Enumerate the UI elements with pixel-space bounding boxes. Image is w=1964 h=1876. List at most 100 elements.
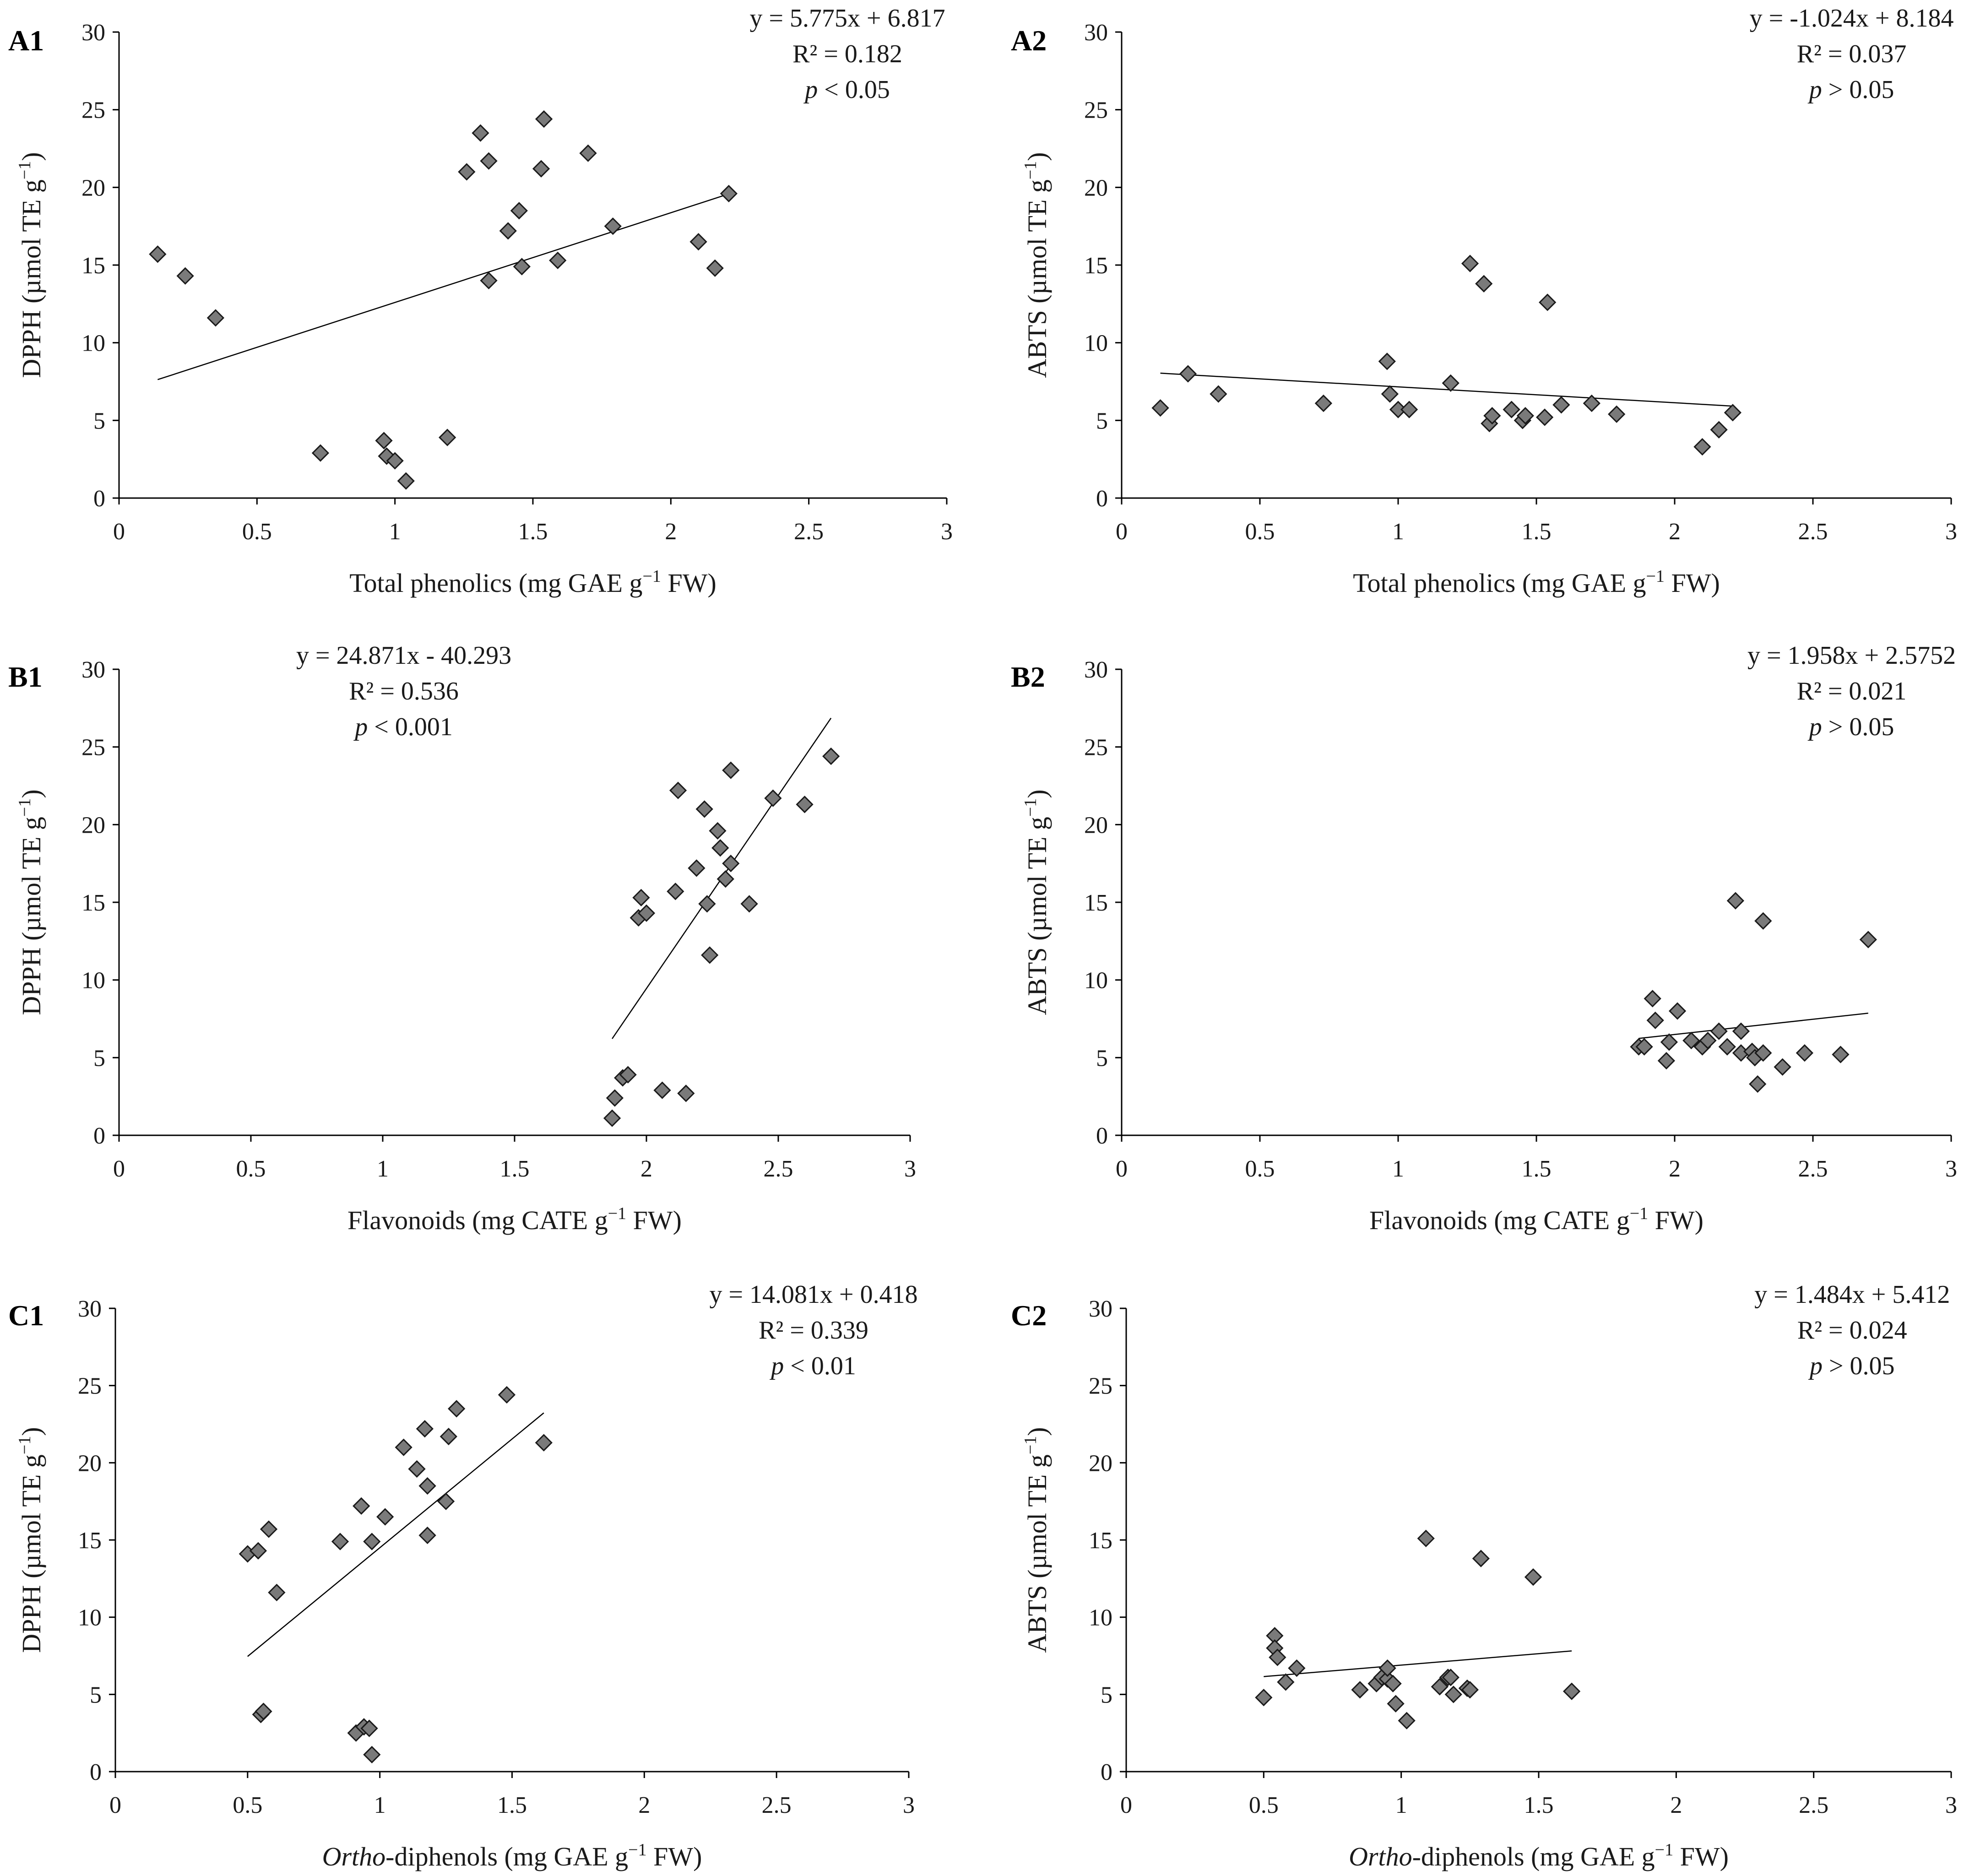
y-tick-label: 25 — [81, 735, 105, 761]
trendline — [1264, 1650, 1572, 1677]
y-tick-label: 10 — [1084, 331, 1108, 357]
x-tick-label: 1.5 — [1522, 1156, 1552, 1182]
y-tick-label: 15 — [81, 890, 105, 916]
data-point — [1444, 1686, 1462, 1703]
y-tick-label: 10 — [1084, 968, 1108, 994]
y-tick-label: 20 — [1084, 812, 1108, 838]
data-point — [206, 309, 225, 327]
data-point — [1774, 1058, 1791, 1076]
y-axis-title: DPPH (µmol TE g−1) — [15, 789, 46, 1015]
data-point — [1398, 1712, 1416, 1730]
y-tick-label: 30 — [1089, 1296, 1112, 1322]
y-tick-label: 20 — [81, 175, 105, 201]
x-tick-label: 1.5 — [497, 1792, 527, 1818]
y-axis-title: ABTS (µmol TE g−1) — [1021, 1427, 1052, 1653]
data-point — [1644, 990, 1661, 1008]
data-point — [255, 1702, 272, 1720]
data-point — [1378, 1659, 1396, 1677]
data-point — [363, 1533, 381, 1551]
p-value-label: p < 0.01 — [769, 1352, 856, 1380]
r-squared-label: R² = 0.536 — [349, 677, 459, 705]
data-point — [619, 1066, 637, 1084]
x-tick-label: 1 — [377, 1156, 389, 1182]
y-tick-label: 0 — [93, 1123, 105, 1149]
data-point — [1461, 1681, 1479, 1699]
data-point — [1693, 438, 1711, 456]
regression-equation: y = -1.024x + 8.184 — [1750, 4, 1954, 33]
data-point — [1269, 1648, 1286, 1666]
data-point — [711, 839, 729, 857]
panel-label: C1 — [8, 1299, 44, 1332]
data-point — [376, 1508, 394, 1526]
data-point — [375, 432, 393, 450]
data-point — [1483, 407, 1501, 425]
x-tick-label: 1.5 — [1522, 519, 1552, 545]
data-point — [1608, 405, 1626, 423]
data-point — [416, 1420, 434, 1438]
data-point — [1563, 1682, 1581, 1700]
data-point — [1583, 394, 1600, 412]
p-value-label: p > 0.05 — [1807, 713, 1894, 741]
x-tick-label: 2 — [640, 1156, 652, 1182]
x-tick-label: 2.5 — [794, 519, 824, 545]
data-point — [260, 1520, 278, 1538]
data-point — [480, 152, 498, 170]
data-point — [353, 1497, 370, 1515]
data-point — [1288, 1659, 1306, 1677]
data-point — [1754, 912, 1772, 930]
data-point — [1699, 1031, 1717, 1050]
data-point — [695, 800, 713, 818]
panel-c1: C1 0 5 10 15 20 25 30 0 0.5 1 1.5 2 2.5 3 Ortho-dipheno… — [8, 1280, 918, 1871]
data-point — [1668, 1002, 1687, 1020]
data-point — [653, 1081, 671, 1099]
y-tick-label: 0 — [93, 486, 105, 512]
y-tick-label: 15 — [78, 1528, 102, 1554]
y-tick-label: 20 — [78, 1450, 102, 1476]
regression-equation: y = 5.775x + 6.817 — [749, 4, 945, 33]
data-point — [603, 1109, 621, 1127]
data-point — [311, 444, 330, 462]
data-point — [1657, 1052, 1676, 1070]
x-tick-label: 2.5 — [762, 1792, 792, 1818]
data-point — [1539, 293, 1557, 311]
data-point — [1859, 931, 1877, 949]
data-point — [701, 946, 719, 964]
data-point — [532, 160, 550, 178]
x-tick-label: 2 — [1669, 519, 1681, 545]
data-point — [1749, 1075, 1767, 1093]
p-value-label: p < 0.05 — [803, 76, 890, 104]
panel-label: B2 — [1011, 661, 1045, 693]
data-point — [689, 233, 707, 251]
data-point — [395, 1438, 412, 1456]
y-tick-label: 30 — [1084, 657, 1108, 683]
data-point — [1210, 385, 1227, 403]
data-point — [1417, 1529, 1435, 1547]
x-tick-label: 0 — [113, 519, 125, 545]
data-point — [764, 789, 782, 807]
data-point — [606, 1089, 624, 1107]
data-point — [1710, 421, 1728, 439]
data-point — [510, 202, 528, 220]
y-tick-label: 10 — [81, 331, 105, 357]
data-point — [1378, 352, 1396, 370]
x-tick-label: 1 — [1392, 1156, 1404, 1182]
data-point — [480, 271, 498, 290]
data-point — [1710, 1022, 1728, 1040]
data-point — [796, 796, 814, 813]
data-point — [397, 472, 415, 490]
data-point — [249, 1542, 267, 1560]
data-point — [418, 1477, 436, 1495]
data-point — [437, 1492, 455, 1510]
data-point — [1314, 394, 1333, 412]
regression-equation: y = 1.958x + 2.5752 — [1747, 641, 1956, 670]
data-point — [472, 124, 489, 142]
y-tick-label: 30 — [78, 1296, 102, 1322]
panel-label: B1 — [8, 661, 43, 693]
data-point — [604, 217, 622, 235]
y-tick-label: 5 — [90, 1682, 102, 1708]
x-tick-label: 1 — [389, 519, 401, 545]
data-point — [1384, 1675, 1402, 1692]
data-point — [458, 163, 476, 181]
x-tick-label: 3 — [1945, 1156, 1957, 1182]
